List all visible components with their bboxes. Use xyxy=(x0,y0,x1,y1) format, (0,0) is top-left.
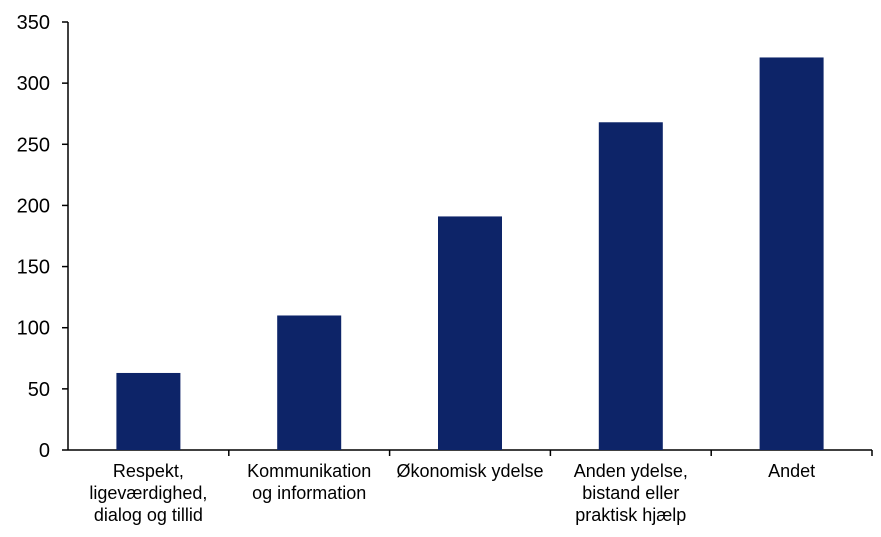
y-tick-label: 0 xyxy=(39,440,50,462)
bar xyxy=(116,372,181,450)
x-category-label-line: og information xyxy=(252,483,366,503)
x-category-label: Anden ydelse, bistand eller praktisk hjælp xyxy=(574,461,688,525)
y-tick-label: 100 xyxy=(17,318,50,340)
y-tick-label: 50 xyxy=(28,379,50,401)
x-category-label-line: ligeværdighed, xyxy=(89,483,207,503)
x-category-label: Økonomisk ydelse xyxy=(396,461,543,481)
x-category-label-line: Kommunikation xyxy=(247,461,371,481)
y-tick-label: 250 xyxy=(17,134,50,156)
x-category-label-line: Respekt, xyxy=(113,461,184,481)
x-category-label-line: Anden ydelse, xyxy=(574,461,688,481)
bar xyxy=(277,315,342,450)
x-axis xyxy=(68,449,873,456)
bar xyxy=(759,57,824,450)
x-category-label-line: bistand eller xyxy=(582,483,679,503)
y-tick-label: 150 xyxy=(17,257,50,279)
x-category-label: Respekt, ligeværdighed, dialog og tillid xyxy=(89,461,207,525)
x-category-label-line: Andet xyxy=(768,461,815,481)
x-category-label-line: dialog og tillid xyxy=(94,505,203,525)
bar xyxy=(438,216,502,450)
x-category-label: Kommunikation og information xyxy=(247,461,371,503)
bar xyxy=(598,122,663,450)
y-tick-label: 350 xyxy=(17,12,50,34)
x-category-label: Andet xyxy=(768,461,815,481)
category-labels: Respekt, ligeværdighed, dialog og tillid Ko… xyxy=(89,461,815,525)
y-tick-label: 300 xyxy=(17,73,50,95)
y-axis: 0 50 100 150 200 250 300 350 xyxy=(17,12,69,462)
x-category-label-line: Økonomisk ydelse xyxy=(396,461,543,481)
x-category-label-line: praktisk hjælp xyxy=(575,505,686,525)
y-tick-label: 200 xyxy=(17,195,50,217)
bars xyxy=(116,57,824,450)
